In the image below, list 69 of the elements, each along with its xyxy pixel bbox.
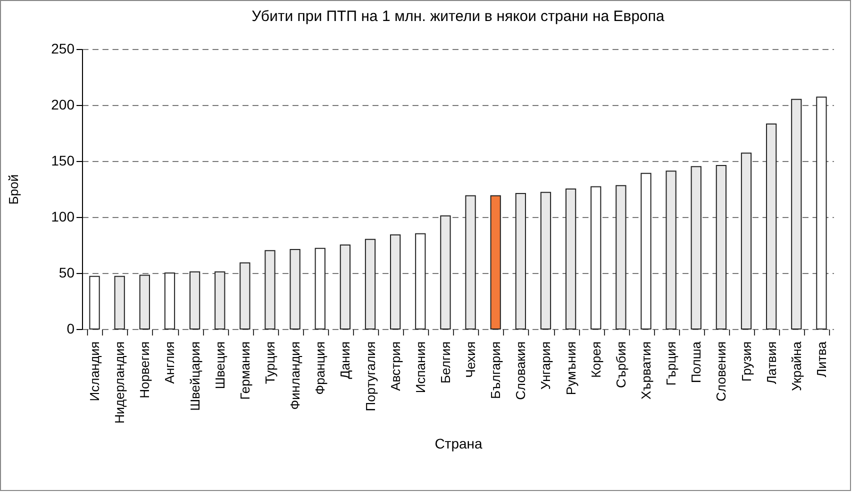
y-tick-label: 250	[51, 40, 75, 56]
y-tick-label: 50	[58, 264, 75, 280]
x-tick-label: Гърция	[664, 342, 679, 386]
bar	[716, 164, 727, 330]
y-tick-label: 200	[51, 96, 75, 112]
bar	[816, 96, 827, 330]
bar	[666, 170, 676, 330]
x-tick-label: Дания	[338, 342, 353, 380]
bar	[740, 152, 752, 330]
x-tick-label: Корея	[588, 342, 604, 378]
bar	[440, 215, 451, 330]
bar	[340, 244, 351, 330]
bar	[690, 166, 702, 330]
y-axis-title: Брой	[6, 174, 22, 205]
x-axis-title: Страна	[434, 436, 483, 452]
x-tick-label: Англия	[162, 342, 178, 384]
y-tick-label: 100	[51, 208, 75, 224]
x-tick-label: Унгария	[538, 342, 554, 390]
x-tick-label: Исландия	[87, 342, 102, 402]
x-tick-label: Словакия	[513, 342, 528, 400]
bar	[189, 271, 200, 330]
bar	[314, 248, 326, 330]
bar	[364, 238, 376, 330]
bar	[640, 172, 652, 330]
x-tick-label: Хърватия	[638, 342, 654, 400]
x-tick-label: България	[488, 342, 504, 399]
bar	[515, 192, 526, 330]
x-tick-label: Грузия	[738, 342, 754, 382]
bar	[264, 250, 276, 330]
x-tick-label: Нидерландия	[112, 342, 128, 424]
x-tick-label: Финландия	[288, 342, 303, 410]
bar	[114, 276, 125, 330]
x-tick-label: Чехия	[463, 342, 478, 378]
x-tick-label: Полша	[688, 340, 704, 384]
x-tick-label: Франция	[312, 342, 328, 395]
x-tick-label: Португалия	[362, 342, 378, 412]
bar	[89, 276, 100, 330]
bar	[240, 262, 250, 330]
bar	[214, 271, 226, 330]
x-tick-label: Словения	[714, 342, 729, 402]
y-tick-label: 150	[51, 152, 75, 168]
chart-title: Убити при ПТП на 1 млн. жители в някои страни на Европа	[252, 8, 666, 25]
bar	[465, 195, 476, 330]
x-tick-label: Швеция	[212, 342, 228, 390]
bar	[590, 186, 602, 330]
x-tick-label: Сърбия	[613, 342, 628, 388]
x-tick-label: Швейцария	[187, 342, 202, 411]
bar	[766, 124, 777, 330]
x-tick-label: Украйна	[788, 340, 804, 391]
x-tick-label: Белгия	[438, 342, 453, 384]
bar	[290, 248, 300, 330]
y-tick-label: 0	[66, 320, 75, 336]
x-tick-label: Австрия	[388, 342, 403, 391]
bar	[490, 195, 501, 330]
bar	[139, 274, 150, 330]
x-tick-label: Германия	[237, 342, 252, 400]
x-tick-label: Турция	[262, 342, 278, 384]
bar	[390, 234, 401, 330]
x-tick-label: Румъния	[563, 342, 578, 396]
x-tick-label: Испания	[412, 342, 428, 394]
bar	[415, 233, 426, 330]
bar	[540, 192, 552, 330]
bar	[616, 185, 626, 330]
x-tick-label: Литва	[814, 340, 829, 378]
bar	[565, 188, 576, 330]
x-tick-label: Норвегия	[137, 342, 152, 398]
x-tick-label: Латвия	[764, 342, 779, 384]
bar	[791, 98, 802, 330]
bar	[164, 272, 176, 330]
